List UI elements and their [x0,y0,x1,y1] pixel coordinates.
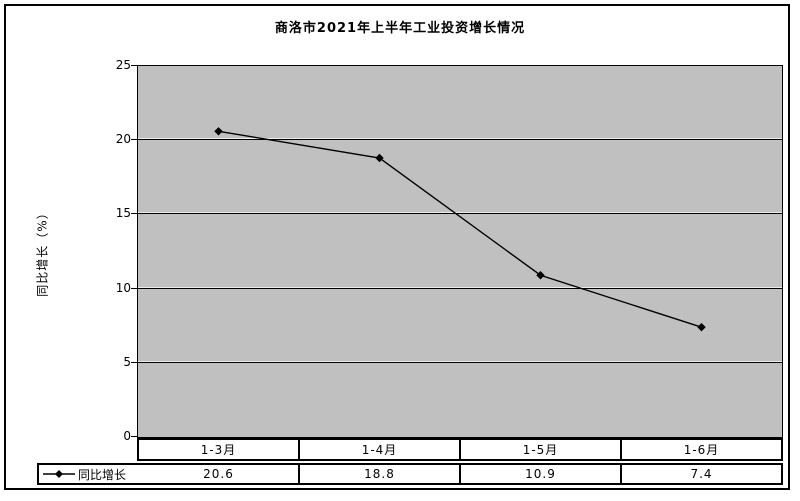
category-cell: 1-5月 [459,440,620,459]
y-tick-label: 10 [115,280,131,295]
line-series [214,127,706,332]
value-cell: 7.4 [620,465,781,483]
value-cell: 10.9 [459,465,620,483]
y-tick-mark [131,436,137,437]
legend-label: 同比增长 [78,467,127,482]
category-cell: 1-3月 [200,442,237,457]
y-tick-mark [131,65,137,66]
y-tick-label: 25 [115,58,131,72]
category-cell: 1-6月 [620,440,781,459]
y-tick-label: 5 [123,354,131,369]
plot-area [137,65,783,438]
diamond-marker-icon [214,127,223,136]
diamond-marker-icon [375,153,384,163]
category-cell: 1-4月 [298,440,459,459]
series-line [218,130,702,328]
chart-title: 商洛市2021年上半年工业投资增长情况 [274,21,526,36]
y-tick-mark [131,287,137,289]
y-tick-label: 20 [115,132,131,147]
y-tick-label: 0 [123,429,131,443]
value-row: 同比增长 20.6 18.8 10.9 7.4 [37,463,783,485]
value-cell: 18.8 [298,465,459,483]
gridline [138,139,782,141]
gridline [138,287,782,289]
y-axis-title: 同比增长（%） [35,206,50,297]
y-tick-mark [131,139,137,141]
value-cell: 20.6 [203,467,234,481]
y-tick-label: 15 [115,206,131,221]
diamond-marker-icon [697,322,706,332]
legend-series-marker-icon [43,470,75,478]
legend-cell: 同比增长 [39,465,139,483]
gridline [138,213,782,215]
category-row: 1-3月 1-4月 1-5月 1-6月 [137,438,783,461]
diamond-marker-icon [536,271,545,280]
y-tick-mark [131,213,137,215]
gridline [138,361,782,363]
y-tick-mark [131,361,137,363]
